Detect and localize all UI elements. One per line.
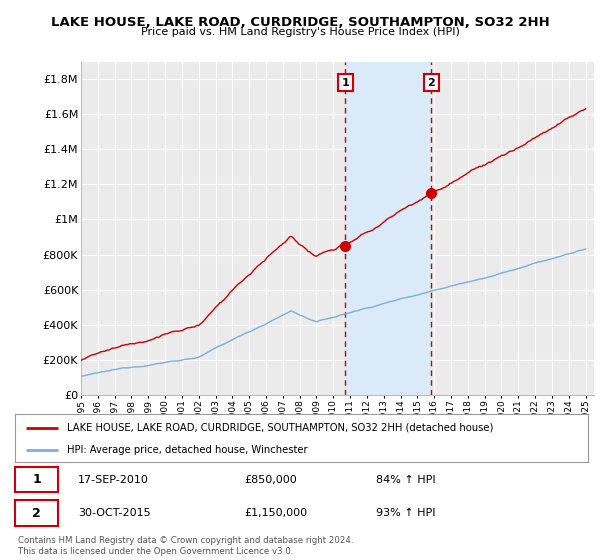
Text: 1: 1 <box>341 78 349 88</box>
Text: 2: 2 <box>32 507 41 520</box>
Text: 30-OCT-2015: 30-OCT-2015 <box>78 508 151 518</box>
Text: LAKE HOUSE, LAKE ROAD, CURDRIDGE, SOUTHAMPTON, SO32 2HH: LAKE HOUSE, LAKE ROAD, CURDRIDGE, SOUTHA… <box>50 16 550 29</box>
FancyBboxPatch shape <box>15 466 58 492</box>
Text: 17-SEP-2010: 17-SEP-2010 <box>78 475 149 484</box>
Text: HPI: Average price, detached house, Winchester: HPI: Average price, detached house, Winc… <box>67 445 307 455</box>
Bar <box>346 62 431 395</box>
Text: 1: 1 <box>32 473 41 486</box>
FancyBboxPatch shape <box>15 500 58 526</box>
Text: 93% ↑ HPI: 93% ↑ HPI <box>376 508 436 518</box>
Text: Price paid vs. HM Land Registry's House Price Index (HPI): Price paid vs. HM Land Registry's House … <box>140 27 460 37</box>
Text: 2: 2 <box>427 78 435 88</box>
Text: Contains HM Land Registry data © Crown copyright and database right 2024.
This d: Contains HM Land Registry data © Crown c… <box>18 536 353 556</box>
Text: LAKE HOUSE, LAKE ROAD, CURDRIDGE, SOUTHAMPTON, SO32 2HH (detached house): LAKE HOUSE, LAKE ROAD, CURDRIDGE, SOUTHA… <box>67 423 493 433</box>
Text: £850,000: £850,000 <box>244 475 297 484</box>
Text: £1,150,000: £1,150,000 <box>244 508 307 518</box>
Text: 84% ↑ HPI: 84% ↑ HPI <box>376 475 436 484</box>
